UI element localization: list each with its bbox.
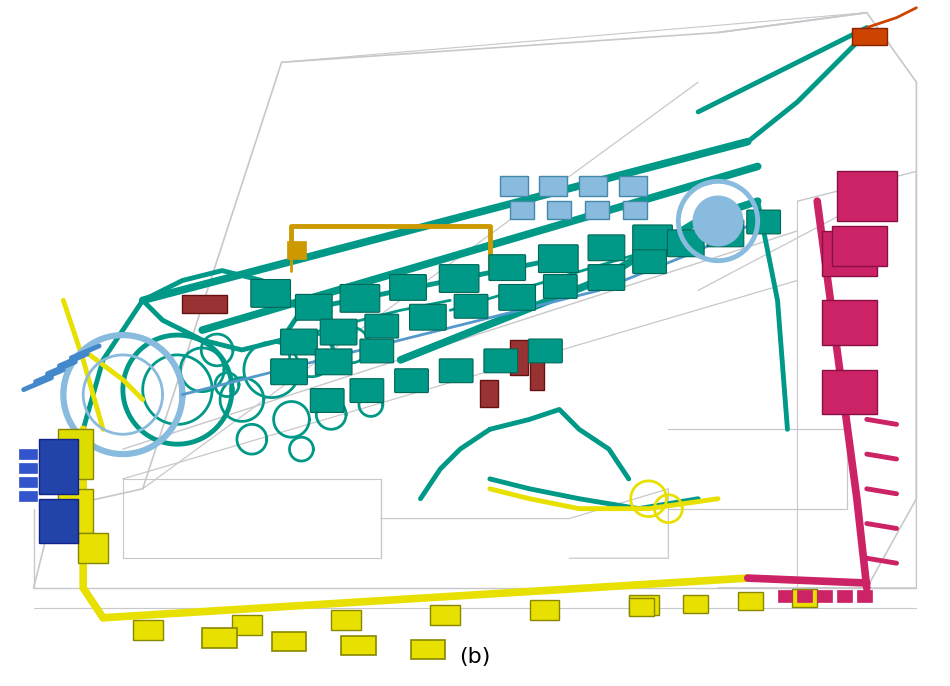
FancyBboxPatch shape bbox=[489, 255, 525, 281]
Bar bbox=[852, 27, 886, 45]
Bar bbox=[341, 636, 376, 655]
Bar bbox=[39, 499, 78, 543]
Bar bbox=[287, 241, 307, 259]
FancyBboxPatch shape bbox=[340, 285, 380, 312]
Bar bbox=[529, 360, 544, 390]
Bar bbox=[629, 598, 654, 616]
Bar bbox=[792, 589, 817, 607]
Bar bbox=[837, 590, 852, 602]
Bar bbox=[547, 201, 571, 219]
FancyBboxPatch shape bbox=[633, 250, 667, 274]
FancyBboxPatch shape bbox=[350, 379, 384, 403]
Bar bbox=[832, 226, 886, 265]
FancyBboxPatch shape bbox=[295, 294, 332, 320]
Bar bbox=[580, 176, 607, 196]
Bar bbox=[202, 628, 237, 648]
FancyBboxPatch shape bbox=[320, 319, 357, 345]
Bar bbox=[19, 463, 37, 473]
Bar bbox=[797, 590, 812, 602]
FancyBboxPatch shape bbox=[668, 230, 704, 257]
Bar bbox=[480, 379, 498, 407]
Bar bbox=[58, 429, 93, 479]
Bar bbox=[777, 590, 792, 602]
FancyBboxPatch shape bbox=[588, 235, 625, 261]
Bar bbox=[332, 610, 361, 630]
Bar bbox=[683, 595, 708, 613]
FancyBboxPatch shape bbox=[280, 329, 317, 355]
Bar bbox=[430, 605, 460, 625]
Bar bbox=[39, 439, 78, 494]
Bar bbox=[182, 296, 227, 314]
FancyBboxPatch shape bbox=[539, 245, 579, 272]
FancyBboxPatch shape bbox=[394, 369, 428, 392]
Bar bbox=[585, 201, 609, 219]
Bar bbox=[232, 615, 262, 635]
FancyBboxPatch shape bbox=[365, 314, 399, 338]
Bar bbox=[623, 201, 647, 219]
Bar bbox=[822, 300, 877, 345]
FancyBboxPatch shape bbox=[360, 339, 393, 363]
Bar bbox=[857, 590, 872, 602]
FancyBboxPatch shape bbox=[390, 274, 427, 300]
Bar bbox=[540, 176, 567, 196]
Bar bbox=[272, 632, 307, 652]
Bar bbox=[529, 600, 560, 619]
FancyBboxPatch shape bbox=[311, 389, 344, 412]
Text: (b): (b) bbox=[459, 648, 491, 667]
FancyBboxPatch shape bbox=[747, 210, 781, 234]
Bar bbox=[133, 619, 162, 639]
Bar bbox=[822, 370, 877, 414]
Bar bbox=[738, 592, 763, 610]
Circle shape bbox=[694, 196, 743, 246]
Bar bbox=[817, 590, 832, 602]
FancyBboxPatch shape bbox=[633, 225, 673, 252]
Bar bbox=[410, 639, 446, 659]
Bar bbox=[58, 489, 93, 534]
FancyBboxPatch shape bbox=[707, 220, 744, 247]
Bar bbox=[510, 340, 527, 375]
FancyBboxPatch shape bbox=[315, 349, 352, 375]
Bar bbox=[500, 176, 527, 196]
FancyBboxPatch shape bbox=[409, 305, 446, 330]
FancyBboxPatch shape bbox=[528, 339, 562, 363]
Bar bbox=[837, 172, 897, 221]
FancyBboxPatch shape bbox=[439, 359, 473, 383]
FancyBboxPatch shape bbox=[271, 359, 308, 385]
Bar bbox=[19, 490, 37, 501]
Bar bbox=[822, 231, 877, 276]
Bar bbox=[618, 176, 647, 196]
Bar bbox=[78, 534, 108, 563]
FancyBboxPatch shape bbox=[543, 274, 578, 298]
Bar bbox=[629, 595, 658, 615]
Bar bbox=[19, 449, 37, 459]
FancyBboxPatch shape bbox=[454, 294, 488, 318]
FancyBboxPatch shape bbox=[484, 349, 518, 372]
Bar bbox=[510, 201, 534, 219]
FancyBboxPatch shape bbox=[499, 285, 536, 310]
Bar bbox=[19, 477, 37, 487]
FancyBboxPatch shape bbox=[251, 279, 291, 307]
FancyBboxPatch shape bbox=[588, 265, 625, 290]
FancyBboxPatch shape bbox=[439, 265, 479, 292]
